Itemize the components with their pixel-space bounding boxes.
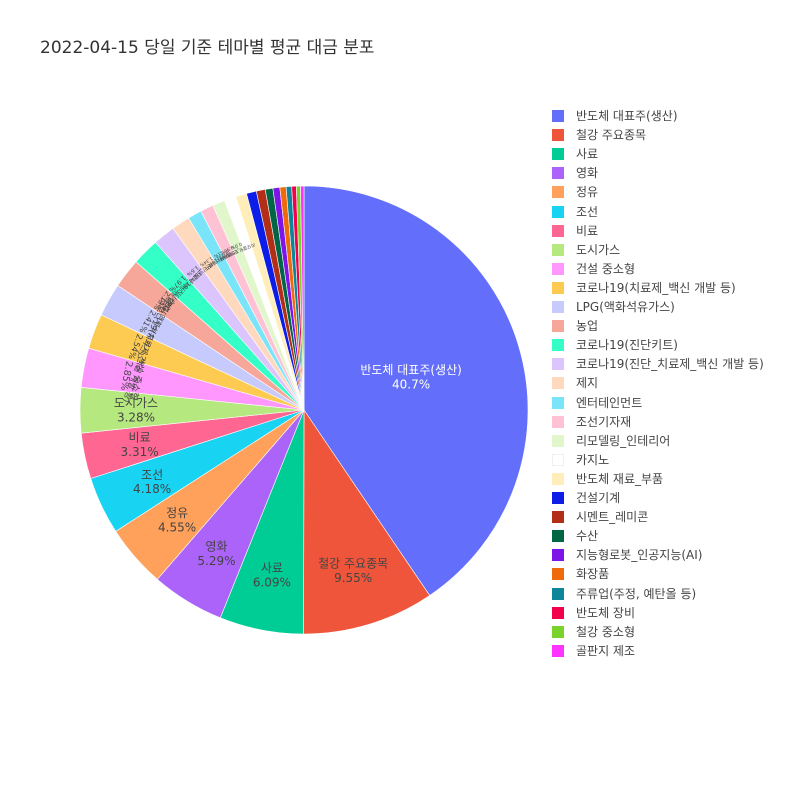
legend-label: 건설 중소형 — [576, 261, 636, 276]
slice-label-percent: 6.09% — [253, 575, 291, 589]
legend-label: 카지노 — [576, 452, 610, 467]
legend-swatch — [552, 129, 564, 142]
legend-swatch — [552, 377, 564, 390]
slice-label-name: 도시가스 — [114, 396, 158, 410]
slice-label-name: 정유 — [166, 506, 188, 520]
legend-label: 지능형로봇_인공지능(AI) — [576, 548, 703, 563]
legend-label: 시멘트_레미콘 — [576, 510, 649, 525]
legend-label: 주류업(주정, 예탄올 등) — [576, 586, 697, 601]
legend-swatch — [552, 453, 564, 466]
slice-label: 영화5.29% — [197, 539, 235, 567]
slice-label: 사료6.09% — [253, 561, 291, 589]
legend-label: 조선기자재 — [576, 414, 632, 429]
legend-swatch — [552, 205, 564, 218]
slice-label-percent: 9.55% — [334, 571, 372, 585]
legend-label: 코로나19(진단_치료제_백신 개발 등) — [576, 357, 764, 372]
legend-swatch — [552, 568, 564, 581]
legend-swatch — [552, 301, 564, 313]
legend-label: 코로나19(치료제_백신 개발 등) — [576, 280, 736, 295]
legend-swatch — [552, 511, 564, 524]
legend-label: 엔터테인먼트 — [576, 395, 643, 410]
legend-swatch — [552, 110, 564, 122]
legend-swatch — [552, 224, 564, 237]
legend-swatch — [552, 415, 564, 428]
slice-label: 비료3.31% — [121, 431, 159, 459]
legend-label: 건설기계 — [576, 491, 621, 505]
slice-label-percent: 3.28% — [117, 411, 155, 425]
slice-label-name: 조선 — [141, 468, 163, 482]
pie-slices — [79, 185, 529, 635]
legend-label: 비료 — [576, 223, 599, 238]
legend-swatch — [552, 339, 564, 352]
slice-label-name: 반도체 대표주(생산) — [360, 363, 462, 377]
legend-swatch — [552, 644, 564, 657]
pie-slice[interactable] — [300, 185, 305, 411]
legend-swatch — [552, 625, 564, 638]
legend-swatch — [552, 472, 564, 485]
legend-label: 반도체 재료_부품 — [576, 471, 664, 486]
legend-swatch — [552, 549, 564, 562]
slice-label-percent: 4.55% — [158, 521, 196, 535]
legend-label: 화장품 — [576, 567, 610, 582]
legend-label: 조선 — [576, 204, 599, 219]
slice-label: 반도체 대표주(생산)40.7% — [360, 363, 462, 391]
legend-label: 사료 — [576, 147, 599, 162]
slice-label-percent: 1% — [212, 250, 222, 259]
slice-label-percent: 40.7% — [392, 378, 430, 392]
legend-label: 철강 중소형 — [576, 624, 636, 639]
legend-swatch — [552, 396, 564, 409]
legend-label: 도시가스 — [576, 242, 621, 257]
pie-slice[interactable] — [303, 409, 431, 635]
legend-swatch — [552, 320, 564, 333]
slice-label-percent: 0.9% — [229, 240, 243, 250]
legend-label: 수산 — [576, 529, 599, 544]
slice-label: 조선4.18% — [133, 468, 171, 496]
legend-label: 리모델링_인테리어 — [576, 433, 671, 448]
chart-title: 2022-04-15 당일 기준 테마별 평균 대금 분포 — [40, 38, 375, 58]
slice-label-name: 사료 — [261, 561, 283, 575]
legend-swatch — [552, 587, 564, 600]
legend-swatch — [552, 606, 564, 619]
legend-swatch — [552, 434, 564, 447]
legend-swatch — [552, 492, 564, 504]
legend-label: 반도체 대표주(생산) — [576, 109, 678, 123]
slice-label: 정유4.55% — [158, 506, 196, 534]
slice-label-percent: 0.95% — [218, 244, 234, 256]
pie-slice[interactable] — [303, 185, 529, 596]
slice-label-percent: 5.29% — [197, 554, 235, 568]
slice-label-name: 비료 — [129, 431, 151, 445]
legend-label: 영화 — [576, 166, 599, 181]
legend-label: 정유 — [576, 185, 599, 200]
legend-label: 철강 주요종목 — [576, 128, 647, 143]
legend-swatch — [552, 167, 564, 180]
legend-label: LPG(액화석유가스) — [576, 300, 675, 314]
slice-label-name: 철강 주요종목 — [318, 557, 388, 571]
slice-label-percent: 4.18% — [133, 482, 171, 496]
legend-label: 골판지 제조 — [576, 643, 636, 658]
legend-swatch — [552, 148, 564, 161]
legend-swatch — [552, 281, 564, 294]
legend-swatch — [552, 530, 564, 543]
slice-label-name: 영화 — [205, 539, 227, 553]
slice-label-percent: 3.31% — [121, 445, 159, 459]
legend-swatch — [552, 243, 564, 256]
legend-label: 코로나19(진단키트) — [576, 338, 678, 353]
legend-label: 농업 — [576, 319, 599, 334]
legend-swatch — [552, 186, 564, 199]
legend-swatch — [552, 358, 564, 371]
legend-label: 반도체 장비 — [576, 605, 636, 620]
legend-swatch — [552, 262, 564, 275]
slice-label-name: 제지 — [204, 261, 215, 271]
legend-label: 제지 — [576, 376, 599, 391]
